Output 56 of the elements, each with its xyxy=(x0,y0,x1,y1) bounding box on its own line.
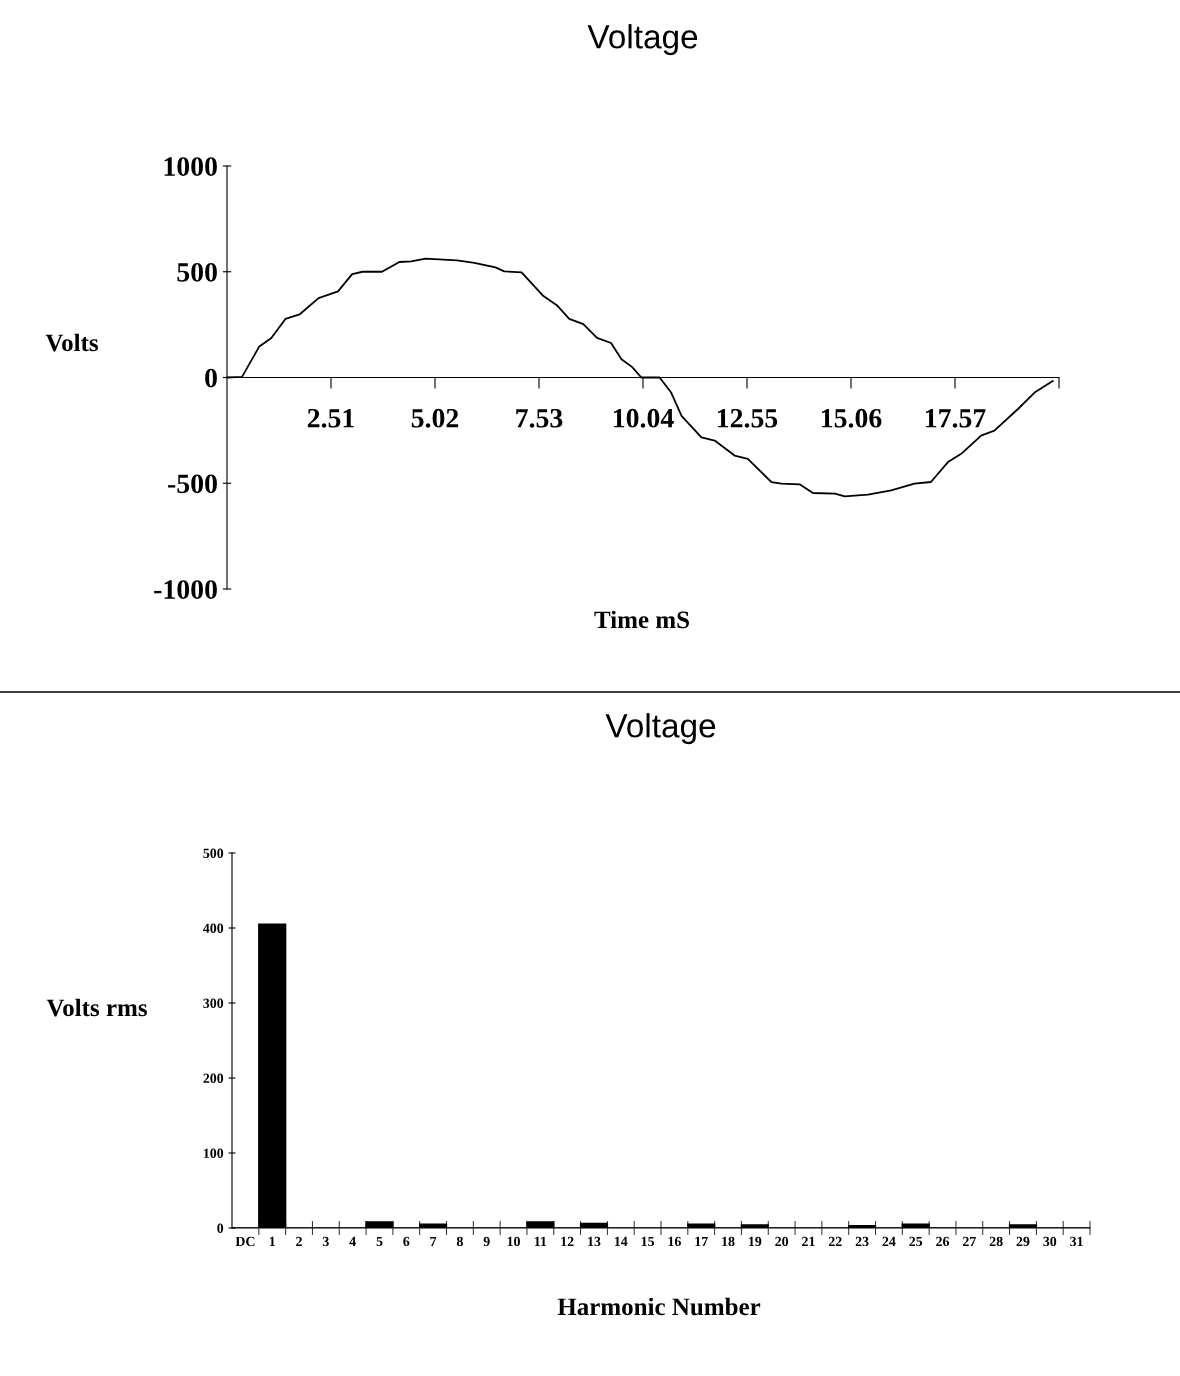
x-tick-label: 13 xyxy=(588,1236,601,1247)
y-axis-title: Volts xyxy=(45,333,99,352)
x-tick-label: 18 xyxy=(722,1236,735,1247)
y-tick-label: 200 xyxy=(203,1073,224,1083)
x-tick-label: 7.53 xyxy=(516,408,563,428)
x-tick-label: 30 xyxy=(1043,1236,1057,1247)
x-tick-label: 29 xyxy=(1016,1236,1030,1247)
x-tick-label: 1 xyxy=(269,1236,275,1246)
x-axis-title: Harmonic Number xyxy=(557,1297,761,1316)
x-axis-title: Time mS xyxy=(594,610,689,629)
chart-title: Voltage xyxy=(605,713,716,745)
x-tick-label: 14 xyxy=(614,1236,628,1246)
x-tick-label: 16 xyxy=(668,1236,681,1247)
y-tick-label: 0 xyxy=(217,1223,224,1233)
y-tick-label: -500 xyxy=(168,474,217,494)
x-tick-label: 4 xyxy=(349,1236,356,1246)
x-tick-label: 26 xyxy=(936,1236,950,1247)
x-tick-label: 15.06 xyxy=(821,408,882,428)
x-tick-label: 12 xyxy=(561,1236,574,1246)
x-tick-label: 3 xyxy=(322,1236,329,1247)
x-tick-label: 22 xyxy=(828,1236,842,1246)
x-tick-label: 11 xyxy=(534,1236,547,1246)
x-tick-label: 19 xyxy=(749,1236,762,1247)
x-tick-label: 10.04 xyxy=(613,408,674,428)
x-tick-label: 15 xyxy=(641,1236,655,1247)
x-tick-label: 2.51 xyxy=(307,408,354,428)
x-tick-label: 23 xyxy=(855,1236,869,1247)
y-tick-label: 0 xyxy=(205,368,217,388)
x-tick-label: 28 xyxy=(989,1236,1003,1247)
x-tick-label: 8 xyxy=(456,1236,463,1247)
x-tick-label: 5.02 xyxy=(411,408,459,428)
x-tick-label: DC xyxy=(235,1236,255,1247)
y-tick-label: 100 xyxy=(203,1148,224,1158)
x-tick-label: 9 xyxy=(483,1236,490,1247)
x-tick-label: 10 xyxy=(507,1236,520,1247)
x-tick-label: 2 xyxy=(296,1236,302,1246)
y-axis-title: Volts rms xyxy=(46,998,147,1017)
x-tick-label: 20 xyxy=(775,1236,789,1247)
y-tick-label: -1000 xyxy=(154,580,217,599)
x-tick-label: 17.57 xyxy=(925,408,986,428)
x-tick-label: 6 xyxy=(403,1236,410,1247)
y-tick-label: 300 xyxy=(203,998,224,1008)
y-tick-label: 500 xyxy=(203,848,224,858)
x-tick-label: 17 xyxy=(695,1236,708,1246)
x-tick-label: 31 xyxy=(1070,1236,1083,1247)
x-tick-label: 12.55 xyxy=(717,408,778,428)
y-tick-label: 500 xyxy=(177,262,217,282)
y-tick-label: 400 xyxy=(203,923,224,933)
chart-title: Voltage xyxy=(587,24,698,56)
x-tick-label: 7 xyxy=(430,1236,437,1246)
x-tick-label: 21 xyxy=(802,1236,815,1246)
x-tick-label: 25 xyxy=(909,1236,923,1247)
x-tick-label: 5 xyxy=(376,1236,383,1247)
y-tick-label: 1000 xyxy=(164,157,217,176)
x-tick-label: 24 xyxy=(882,1236,896,1246)
x-tick-label: 27 xyxy=(962,1236,976,1246)
